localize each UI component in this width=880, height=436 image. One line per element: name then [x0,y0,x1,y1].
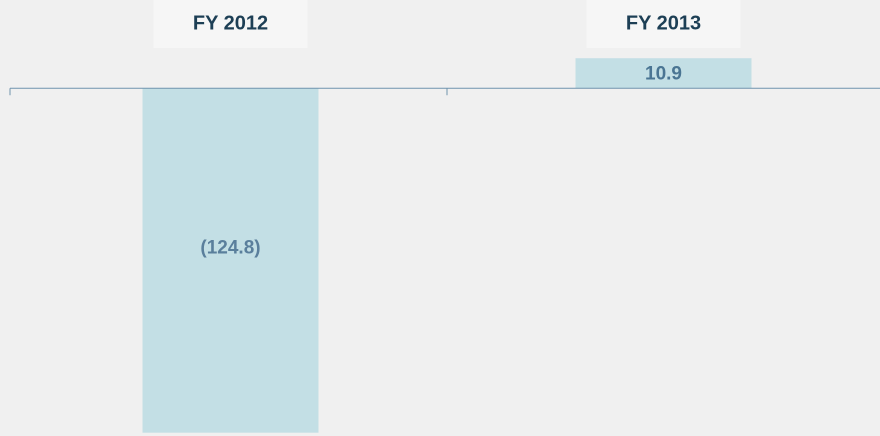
category-label: FY 2012 [193,12,268,34]
category-label-box [153,0,308,48]
value-label: 10.9 [645,63,682,84]
category-label: FY 2013 [626,12,701,34]
bar [575,58,752,89]
category-label-box [586,0,741,48]
bar [142,88,319,433]
value-label: (124.8) [200,238,260,259]
